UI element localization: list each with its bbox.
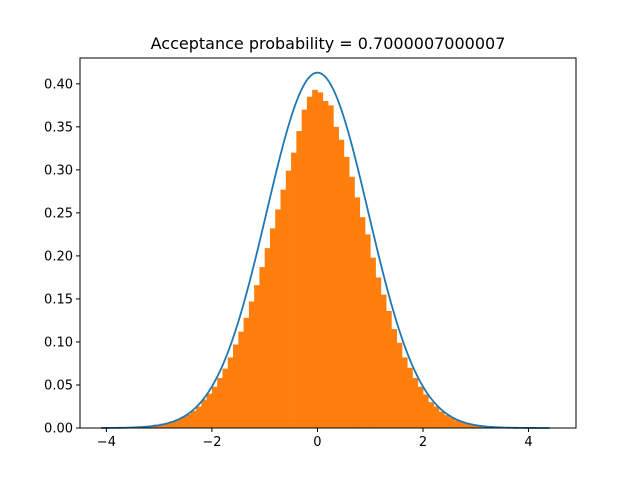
- histogram-bar: [343, 156, 350, 428]
- histogram-bar: [243, 317, 250, 428]
- histogram-bar: [211, 386, 218, 428]
- histogram-bar: [359, 217, 366, 428]
- histogram-bar: [296, 131, 303, 428]
- histogram-bar: [380, 294, 387, 428]
- histogram-bar: [465, 423, 471, 428]
- histogram-bar: [269, 228, 276, 428]
- histogram-bar: [349, 176, 355, 428]
- axes: −4 −2 0 2 4 0.00 0.05 0.10 0.15 0.20 0.25 0.30 0.35 0…: [44, 57, 577, 450]
- histogram-bar: [422, 394, 429, 428]
- histogram-bar: [259, 267, 266, 428]
- histogram-bar: [449, 417, 456, 428]
- histogram-bar: [407, 367, 413, 428]
- histogram-bar: [233, 344, 239, 428]
- y-tick-label: 0.35: [44, 120, 73, 135]
- histogram-bar: [180, 416, 186, 428]
- histogram-bar: [322, 101, 329, 429]
- histogram-bar: [185, 414, 192, 428]
- x-tick-label: 2: [419, 435, 427, 450]
- x-tick-label: −4: [97, 435, 116, 450]
- y-tick-label: 0.10: [44, 335, 73, 350]
- histogram-bar: [201, 399, 208, 428]
- histogram-bar: [317, 92, 324, 429]
- y-tick-label: 0.30: [44, 163, 73, 178]
- histogram-bar: [159, 423, 165, 428]
- histogram-bar: [196, 406, 202, 428]
- histogram-bar: [275, 209, 281, 428]
- histogram-bar: [438, 411, 445, 428]
- histogram-bar: [391, 329, 397, 428]
- histogram-bar: [222, 368, 229, 428]
- histogram-bar: [375, 277, 382, 428]
- histogram-bar: [370, 257, 376, 428]
- histogram-bar: [354, 197, 361, 428]
- histogram-bar: [312, 89, 318, 428]
- histogram-bar: [190, 410, 197, 428]
- histogram-bar: [291, 152, 297, 428]
- histogram-bar: [306, 96, 313, 428]
- histogram-bar: [174, 419, 181, 428]
- histogram-bar: [248, 301, 255, 428]
- histogram-bar: [444, 415, 450, 428]
- histogram-bar: [328, 105, 334, 428]
- histogram-bar: [386, 310, 392, 428]
- y-tick-label: 0.00: [44, 422, 73, 437]
- histogram-bar: [217, 378, 223, 428]
- chart-title: Acceptance probability = 0.7000007000007: [151, 34, 506, 53]
- histogram-bar: [459, 421, 466, 428]
- histogram-bar: [301, 109, 308, 428]
- histogram-bar: [206, 393, 213, 428]
- histogram-bar: [254, 285, 260, 428]
- histogram-bar: [169, 421, 176, 428]
- histogram-bar: [428, 402, 434, 428]
- y-tick-label: 0.40: [44, 77, 73, 92]
- histogram-bar: [264, 248, 271, 428]
- histogram-bar: [280, 189, 287, 428]
- density-curve: [101, 71, 550, 429]
- x-tick-label: 4: [524, 435, 532, 450]
- histogram-bar: [401, 357, 408, 428]
- density-curve-group: [101, 71, 550, 429]
- histogram-bar: [470, 424, 477, 428]
- histogram-bar: [412, 378, 419, 428]
- histogram-bar: [238, 331, 244, 428]
- histogram-bar: [164, 422, 171, 428]
- x-tick-label: −2: [202, 435, 221, 450]
- histogram-bar: [454, 420, 461, 428]
- histogram-bar: [227, 357, 234, 428]
- y-tick-label: 0.25: [44, 206, 73, 221]
- histogram-bar: [338, 139, 345, 429]
- y-tick-label: 0.15: [44, 292, 73, 307]
- plot-frame: [79, 57, 577, 429]
- y-tick-label: 0.05: [44, 378, 73, 393]
- histogram-bar: [333, 126, 339, 428]
- histogram-bar: [475, 425, 482, 428]
- histogram-bar: [417, 386, 424, 428]
- histogram-bar: [396, 342, 403, 428]
- histogram-bar: [364, 234, 371, 428]
- x-tick-label: 0: [313, 435, 321, 450]
- y-tick-label: 0.20: [44, 249, 73, 264]
- histogram-bar: [285, 170, 292, 428]
- histogram-bars: [127, 89, 503, 429]
- histogram-bar: [433, 406, 440, 428]
